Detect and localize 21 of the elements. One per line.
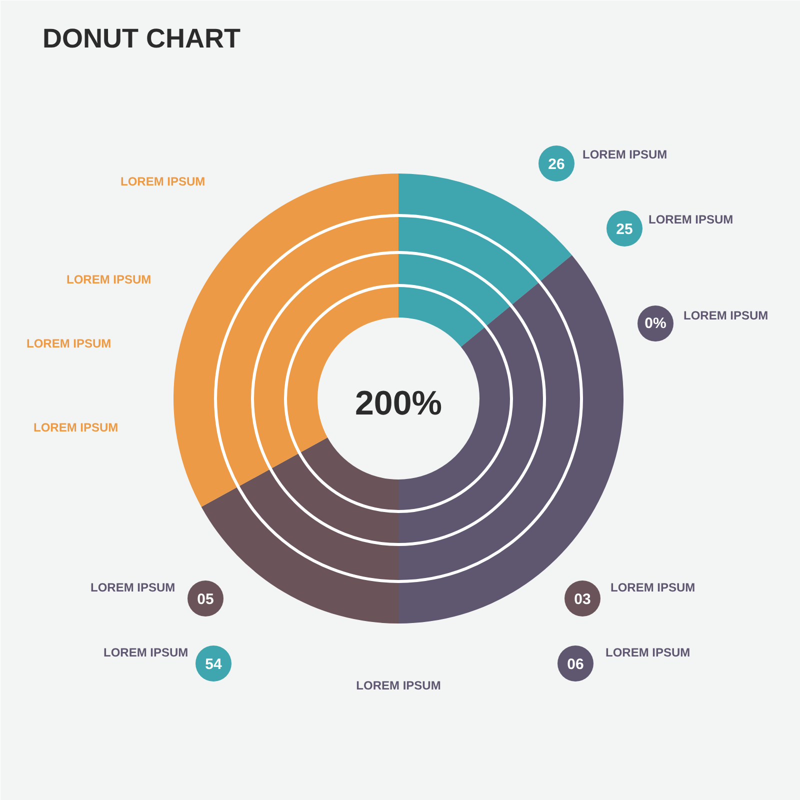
- text: 200%: [355, 384, 442, 422]
- text: 26: [548, 156, 565, 173]
- text: 25: [616, 221, 633, 238]
- chart-title: DONUT CHART: [42, 24, 241, 54]
- text: LOREM IPSUM: [120, 174, 206, 188]
- text: LOREM IPSUM: [90, 580, 176, 594]
- text: LOREM IPSUM: [356, 678, 441, 692]
- text: 03: [574, 591, 591, 608]
- text: 54: [205, 656, 222, 673]
- text: LOREM IPSUM: [66, 272, 152, 286]
- text: LOREM IPSUM: [582, 148, 668, 162]
- text: 06: [567, 656, 584, 673]
- text: LOREM IPSUM: [684, 308, 768, 322]
- text: LOREM IPSUM: [648, 212, 734, 226]
- text: LOREM IPSUM: [610, 580, 696, 594]
- text: LOREM IPSUM: [606, 646, 690, 660]
- text: 05: [197, 591, 214, 608]
- text: LOREM IPSUM: [104, 646, 188, 660]
- text: LOREM IPSUM: [34, 420, 118, 434]
- text: LOREM IPSUM: [26, 336, 112, 350]
- text: 0%: [644, 315, 666, 332]
